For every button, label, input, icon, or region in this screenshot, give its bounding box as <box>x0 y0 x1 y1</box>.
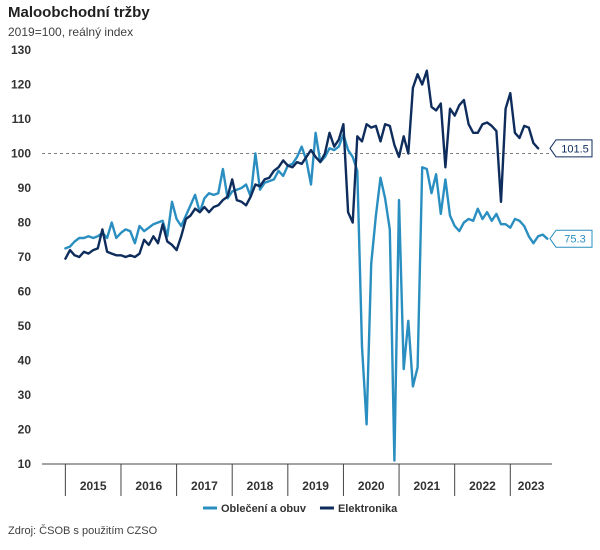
chart-title: Maloobchodní tržby <box>8 4 150 21</box>
y-tick-label: 100 <box>11 147 31 161</box>
legend-label-electronics: Elektronika <box>338 503 398 515</box>
x-tick-label: 2019 <box>302 479 329 493</box>
y-tick-label: 110 <box>12 112 32 126</box>
y-tick-label: 60 <box>18 285 32 299</box>
x-tick-label: 2018 <box>247 479 274 493</box>
series-line-clothing <box>64 131 549 462</box>
series-line-electronics <box>64 69 540 260</box>
x-tick-label: 2017 <box>191 479 218 493</box>
y-tick-label: 50 <box>18 319 32 333</box>
y-tick-label: 130 <box>11 43 31 57</box>
source-note: Zdroj: ČSOB s použitím CZSO <box>8 525 158 537</box>
x-tick-label: 2021 <box>414 479 441 493</box>
y-tick-label: 70 <box>18 250 32 264</box>
end-label-electronics: 101.5 <box>561 143 589 155</box>
y-tick-label: 90 <box>18 181 32 195</box>
chart-subtitle: 2019=100, reálný index <box>8 25 134 39</box>
y-tick-label: 20 <box>18 423 32 437</box>
x-tick-label: 2016 <box>135 479 162 493</box>
legend-label-clothing: Oblečení a obuv <box>221 503 307 515</box>
x-tick-label: 2023 <box>518 479 545 493</box>
end-label-box-clothing <box>549 229 593 248</box>
y-tick-label: 30 <box>18 388 32 402</box>
y-tick-label: 80 <box>18 216 32 230</box>
end-label-clothing: 75.3 <box>564 234 585 246</box>
y-tick-label: 120 <box>11 78 31 92</box>
x-tick-label: 2015 <box>80 479 107 493</box>
y-tick-label: 10 <box>18 457 32 471</box>
y-tick-label: 40 <box>18 354 32 368</box>
x-tick-label: 2022 <box>469 479 496 493</box>
end-label-box-electronics <box>549 139 593 158</box>
x-tick-label: 2020 <box>358 479 385 493</box>
